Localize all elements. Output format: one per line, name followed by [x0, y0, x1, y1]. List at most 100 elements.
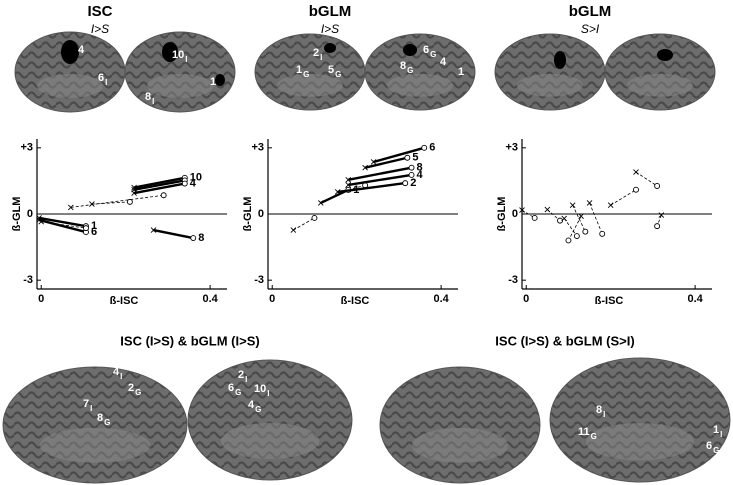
panel-subtitle: I>S — [91, 22, 109, 36]
circle-marker — [311, 215, 318, 221]
region-subscript: G — [255, 405, 261, 414]
cross-marker — [38, 218, 45, 225]
region-label: 1 — [458, 66, 464, 78]
segment — [38, 218, 87, 234]
y-tick-label: 0 — [258, 208, 264, 220]
circle-marker — [126, 198, 133, 205]
y-axis-label: ß-GLM — [242, 197, 254, 232]
panel-title: bGLM — [309, 3, 352, 20]
region-label: 2 — [313, 47, 319, 59]
circle-marker — [83, 225, 89, 232]
cross-marker — [317, 200, 324, 206]
cross-marker — [607, 202, 614, 208]
hemisphere-label: right — [210, 115, 226, 124]
y-tick-label: +3 — [505, 142, 518, 154]
cross-marker — [658, 212, 665, 218]
x-tick-label: 0.4 — [433, 293, 449, 305]
y-axis-label: ß-GLM — [496, 197, 508, 232]
region-subscript: I — [245, 375, 247, 384]
brain-shade — [517, 73, 583, 97]
region-subscript: I — [603, 410, 605, 419]
region-label: 8 — [400, 60, 406, 72]
segment — [133, 176, 186, 189]
brain-shade — [586, 423, 694, 461]
cross-marker — [569, 202, 576, 208]
circle-marker — [181, 180, 188, 187]
brain — [604, 33, 716, 111]
circle-marker — [633, 186, 639, 193]
activation — [403, 44, 417, 56]
cross-marker — [89, 201, 95, 207]
region-label: 4 — [113, 366, 120, 378]
circle-marker — [421, 144, 428, 151]
panel-subtitle: I>S — [321, 22, 339, 36]
cross-marker — [131, 190, 137, 196]
cross-marker — [345, 182, 352, 188]
region-label: 7 — [83, 398, 89, 410]
x-axis-label: ß-ISC — [595, 295, 624, 307]
segment — [293, 217, 315, 231]
region-label: 1 — [713, 424, 719, 436]
region-label: 6 — [706, 440, 712, 452]
cross-marker — [67, 204, 74, 211]
region-label: 8 — [145, 91, 151, 103]
region-subscript: G — [335, 70, 341, 79]
brain — [494, 33, 606, 111]
brain — [379, 366, 541, 484]
y-tick-label: +3 — [20, 142, 33, 154]
region-label: 8 — [97, 412, 103, 424]
circle-marker — [573, 233, 580, 240]
y-tick-label: 0 — [512, 208, 518, 220]
region-subscript: I — [152, 97, 154, 106]
region-subscript: G — [135, 388, 141, 397]
panel-title: bGLM — [569, 3, 612, 20]
activation — [61, 40, 79, 64]
segment-label: 6 — [91, 226, 97, 238]
region-subscript: I — [90, 404, 92, 413]
brain — [124, 31, 236, 113]
segment — [153, 228, 194, 240]
segment-label: 10 — [190, 172, 202, 184]
brain — [2, 366, 188, 484]
region-subscript: G — [430, 50, 436, 59]
region-subscript: I — [185, 55, 187, 64]
activation — [657, 49, 673, 61]
circle-marker — [404, 154, 411, 161]
segment — [337, 181, 406, 194]
circle-marker — [408, 164, 415, 171]
cross-marker — [544, 206, 551, 213]
segment — [610, 189, 637, 206]
region-label: 10 — [254, 383, 266, 395]
x-tick-label: 0 — [523, 293, 529, 305]
x-tick-label: 0 — [38, 293, 44, 305]
segment — [589, 202, 603, 235]
segment — [656, 214, 662, 227]
segment — [635, 171, 658, 187]
panel-title: ISC (I>S) & bGLM (S>I) — [495, 333, 634, 348]
x-tick-label: 0.4 — [202, 293, 218, 305]
brain — [549, 357, 731, 483]
region-subscript: G — [303, 70, 309, 79]
panel-subtitle: S>I — [581, 22, 600, 36]
segment-label: 1 — [91, 220, 97, 232]
hemisphere-label: left — [18, 111, 29, 120]
circle-marker — [582, 228, 589, 235]
y-tick-label: -3 — [23, 274, 33, 286]
segment — [91, 201, 130, 205]
circle-marker — [402, 180, 409, 187]
activation — [162, 42, 178, 62]
brain-shade — [627, 73, 693, 97]
region-subscript: I — [120, 372, 122, 381]
region-subscript: I — [720, 430, 722, 439]
region-label: 4 — [78, 44, 85, 56]
region-subscript: G — [104, 418, 110, 427]
segment-label: 8 — [417, 162, 423, 174]
x-tick-label: 0.4 — [687, 293, 703, 305]
cross-marker — [290, 227, 297, 233]
region-label: 10 — [172, 49, 184, 61]
activation — [215, 74, 225, 86]
segment — [364, 156, 408, 169]
